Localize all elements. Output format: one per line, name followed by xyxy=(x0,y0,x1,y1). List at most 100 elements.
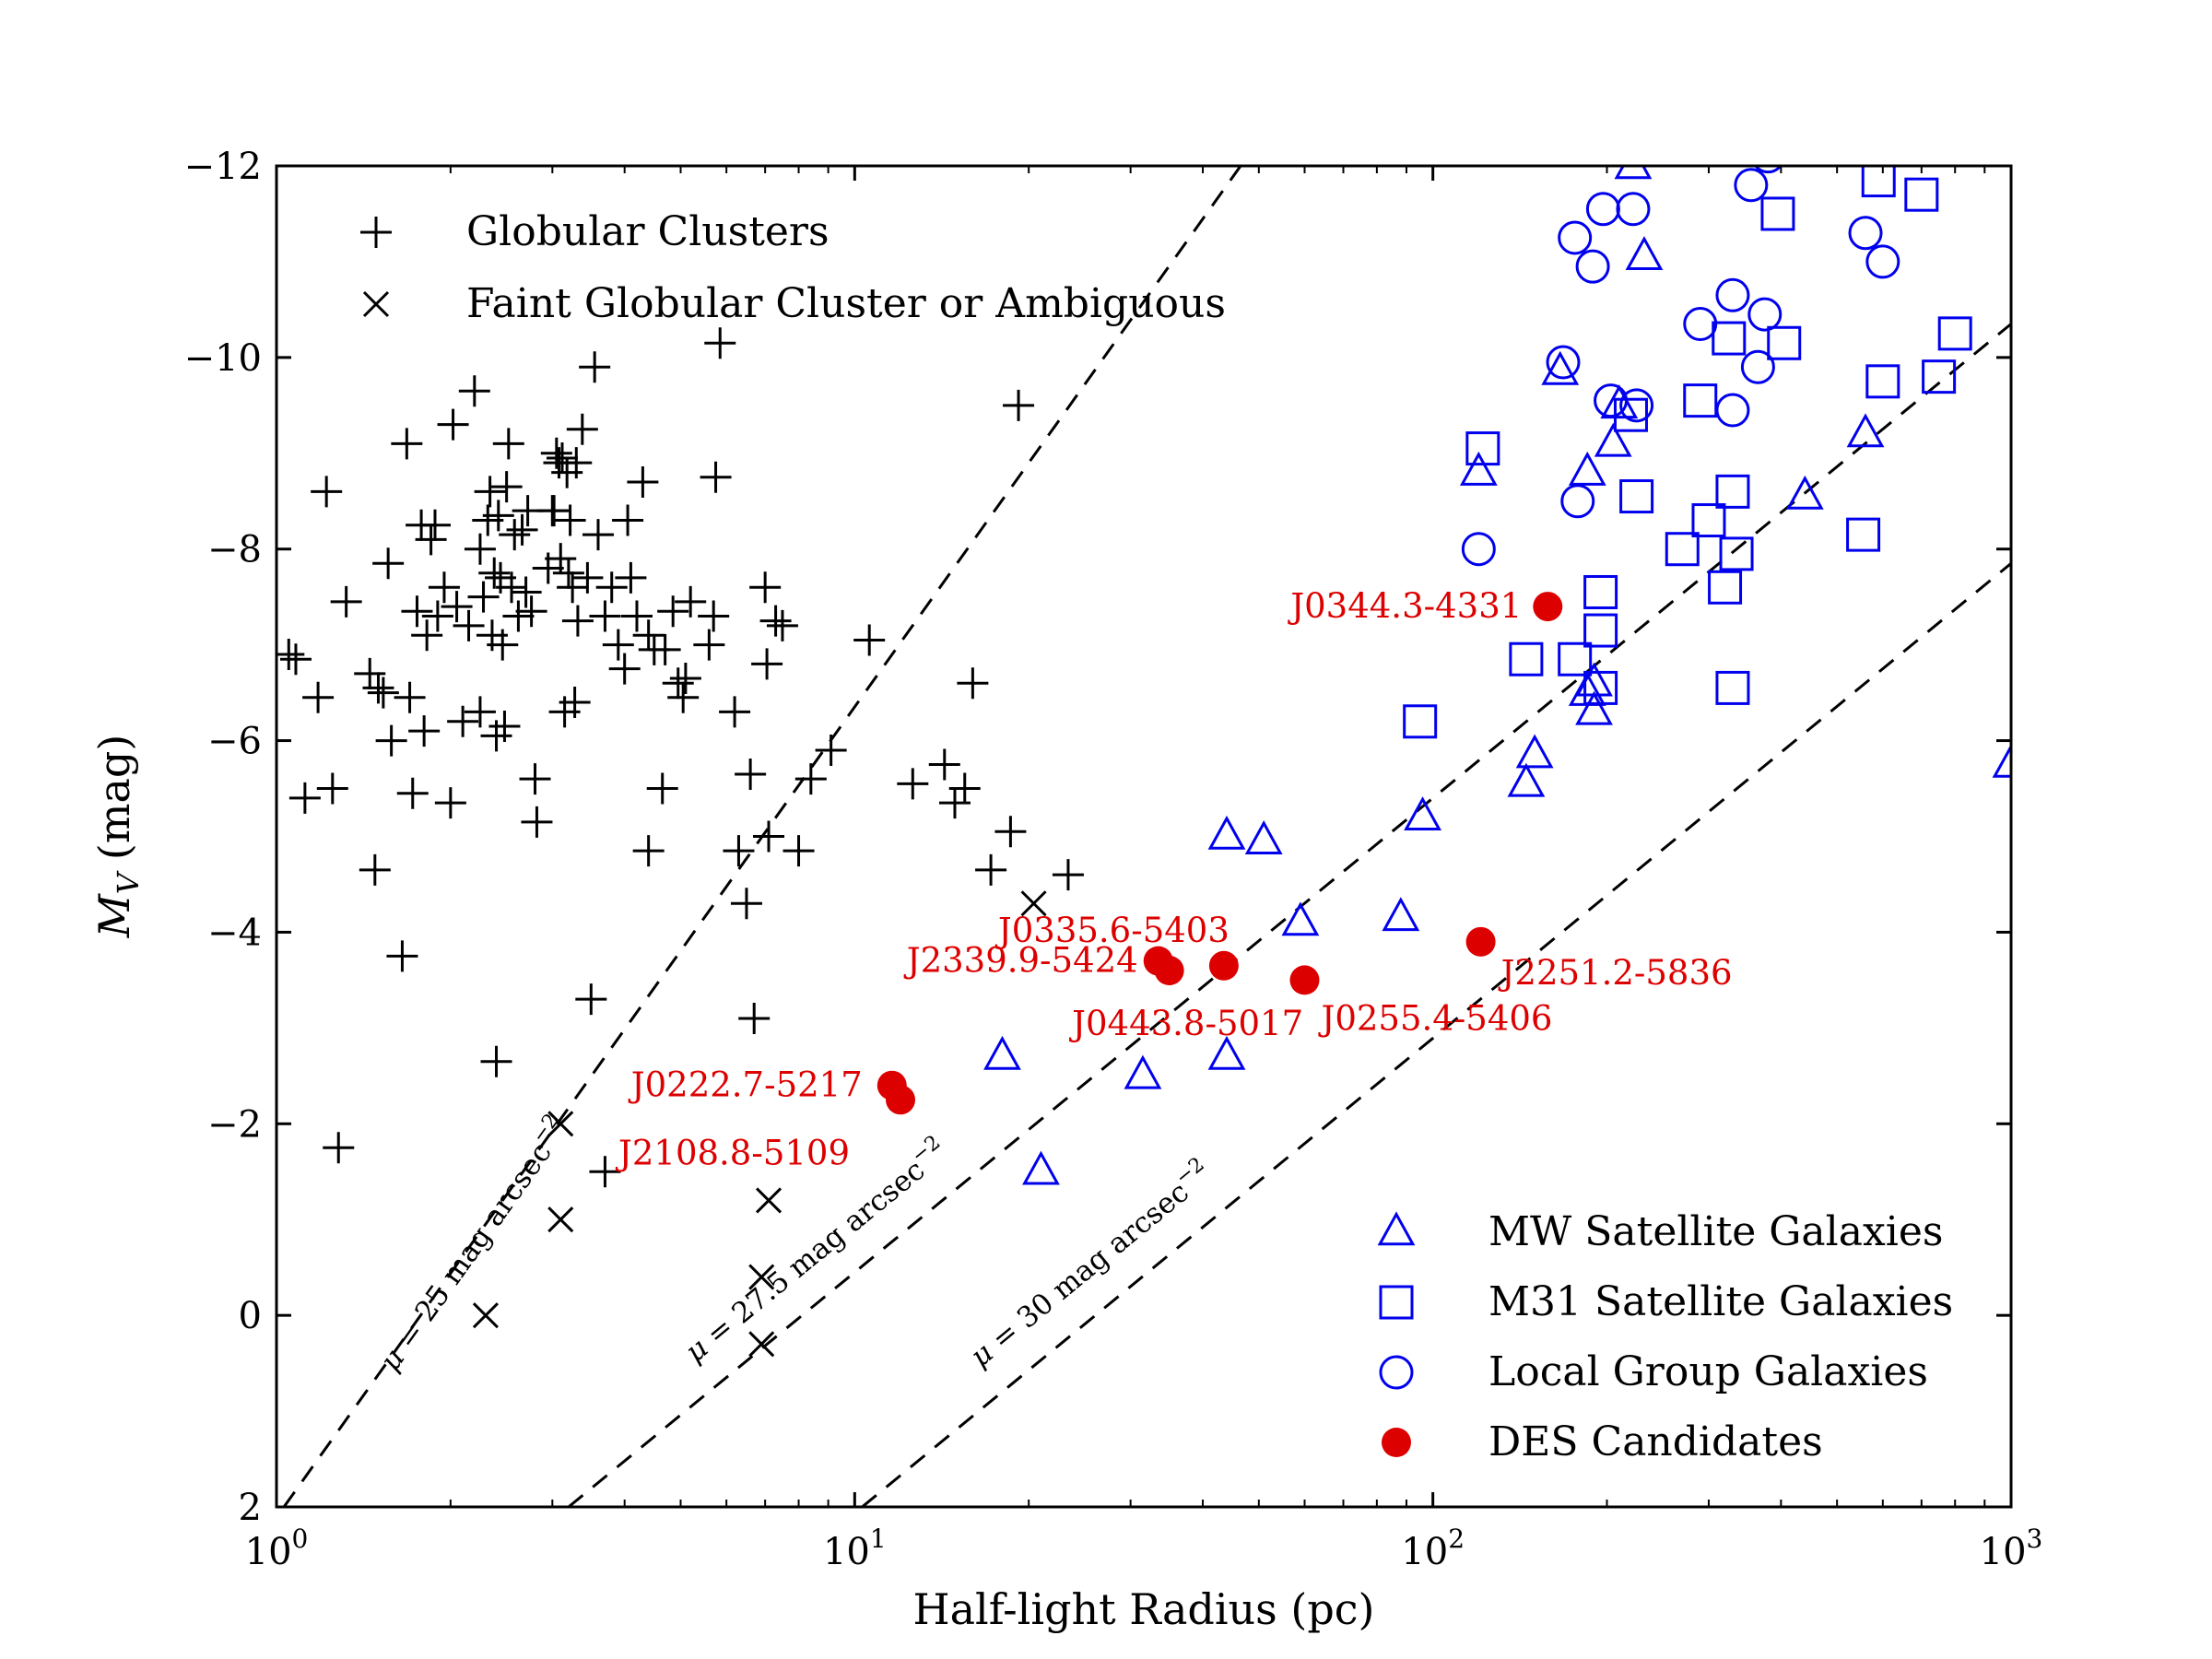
data-point-triangle xyxy=(1575,690,1613,725)
data-point-triangle xyxy=(1992,743,2011,778)
data-point-square xyxy=(1861,166,1896,198)
data-point-circle xyxy=(1594,383,1629,418)
x-axis-label: Half-light Radius (pc) xyxy=(912,1584,1374,1634)
data-point-plus xyxy=(408,715,441,747)
data-point-plus xyxy=(545,543,577,575)
data-point-circle xyxy=(1865,244,1900,279)
data-point-plus xyxy=(502,600,535,632)
data-point-plus xyxy=(632,835,665,867)
data-point-square xyxy=(1846,517,1881,552)
data-point-plus xyxy=(330,585,362,618)
data-point-plus xyxy=(437,408,469,441)
legend-label: MW Satellite Galaxies xyxy=(1488,1208,1943,1255)
y-axis-label-main: M xyxy=(89,892,139,938)
data-point-dot xyxy=(1465,926,1496,957)
data-point-circle xyxy=(1461,532,1496,567)
plot-frame xyxy=(275,164,2013,1509)
candidate-label: J0335.6-5403 xyxy=(994,911,1230,950)
data-point-plus xyxy=(994,816,1027,848)
data-point-plus xyxy=(441,591,473,623)
data-point-triangle xyxy=(1404,796,1441,830)
series-square xyxy=(1403,166,1972,739)
series-circle xyxy=(1461,166,1900,567)
data-point-circle xyxy=(1560,484,1595,519)
data-point-plus xyxy=(759,605,792,637)
data-point-square xyxy=(1760,196,1795,231)
candidate-label: J0222.7-5217 xyxy=(628,1065,863,1105)
series-triangle xyxy=(983,166,2011,1185)
data-point-plus xyxy=(751,648,783,680)
data-point-square xyxy=(1665,532,1700,567)
data-point-plus xyxy=(288,782,321,814)
data-point-plus xyxy=(693,629,725,661)
data-point-square xyxy=(1715,670,1750,705)
candidate-labels: J0222.7-5217 J2108.8-5109 J2339.9-5424 J044… xyxy=(615,586,1733,1172)
data-point-plus xyxy=(589,1156,621,1188)
data-point-plus xyxy=(279,643,312,676)
y-tick-label: 0 xyxy=(239,1295,262,1337)
legend-label: DES Candidates xyxy=(1488,1418,1823,1465)
data-point-plus xyxy=(928,748,960,781)
svg-text:MV(mag): MV (mag) xyxy=(89,735,146,939)
y-axis-label-sub: V xyxy=(111,870,146,894)
data-point-square xyxy=(1937,316,1972,351)
legend-entry: Globular Clusters xyxy=(360,208,830,255)
data-point-triangle xyxy=(1207,1035,1246,1070)
data-point-plus xyxy=(354,657,386,689)
data-point-plus xyxy=(367,677,399,709)
data-point-square xyxy=(1583,613,1618,648)
data-point-plus xyxy=(704,327,736,359)
sb-line-30 xyxy=(861,562,2011,1507)
data-point-triangle xyxy=(1124,1054,1162,1089)
data-point-plus xyxy=(359,853,391,886)
data-point-plus xyxy=(749,571,782,604)
data-point-plus xyxy=(488,710,521,742)
data-point-circle xyxy=(1715,393,1750,428)
data-point-plus xyxy=(480,1045,512,1077)
data-point-square xyxy=(1691,503,1726,538)
data-point-plus xyxy=(649,633,681,665)
data-point-plus xyxy=(447,705,479,737)
data-point-plus xyxy=(557,571,589,604)
data-point-dot xyxy=(1289,965,1320,995)
data-point-plus xyxy=(391,428,423,460)
data-point-plus xyxy=(519,763,551,795)
data-point-square xyxy=(1767,325,1802,360)
data-point-cross xyxy=(472,1302,499,1329)
data-point-plus xyxy=(735,758,767,790)
data-point-plus xyxy=(464,696,496,728)
data-point-plus xyxy=(302,681,335,713)
legend-entry: Local Group Galaxies xyxy=(1379,1348,1928,1395)
data-point-square xyxy=(1583,574,1618,609)
data-point-plus xyxy=(753,820,785,853)
legend-label: Local Group Galaxies xyxy=(1488,1348,1928,1395)
data-point-triangle xyxy=(1614,166,1653,180)
data-point-cross xyxy=(755,1187,782,1214)
data-point-square xyxy=(1708,570,1743,605)
data-point-plus xyxy=(1052,859,1084,891)
data-point-plus xyxy=(620,600,653,632)
data-point-plus xyxy=(612,504,644,536)
y-axis-label: MV (mag) xyxy=(89,735,146,939)
data-point-plus xyxy=(579,351,611,383)
data-point-plus xyxy=(1003,389,1035,421)
x-tick-label: 100 xyxy=(245,1524,309,1573)
data-point-circle xyxy=(1715,277,1750,312)
data-point-triangle xyxy=(1568,451,1606,486)
data-point-plus xyxy=(487,629,519,661)
legend-label: Faint Globular Cluster or Ambiguous xyxy=(466,280,1226,327)
data-point-plus xyxy=(766,609,798,641)
data-point-plus xyxy=(428,571,460,604)
data-point-square xyxy=(1403,704,1438,739)
data-point-plus xyxy=(552,557,584,589)
data-point-plus xyxy=(467,581,500,613)
data-point-plus xyxy=(566,413,598,445)
data-point-plus xyxy=(561,605,594,637)
data-point-plus xyxy=(482,500,514,532)
data-point-plus xyxy=(602,629,634,661)
data-point-circle xyxy=(1619,388,1654,423)
data-point-triangle xyxy=(1625,236,1664,270)
data-point-plus xyxy=(575,983,607,1016)
data-point-plus xyxy=(323,1132,355,1164)
x-tick-label: 102 xyxy=(1401,1524,1465,1573)
